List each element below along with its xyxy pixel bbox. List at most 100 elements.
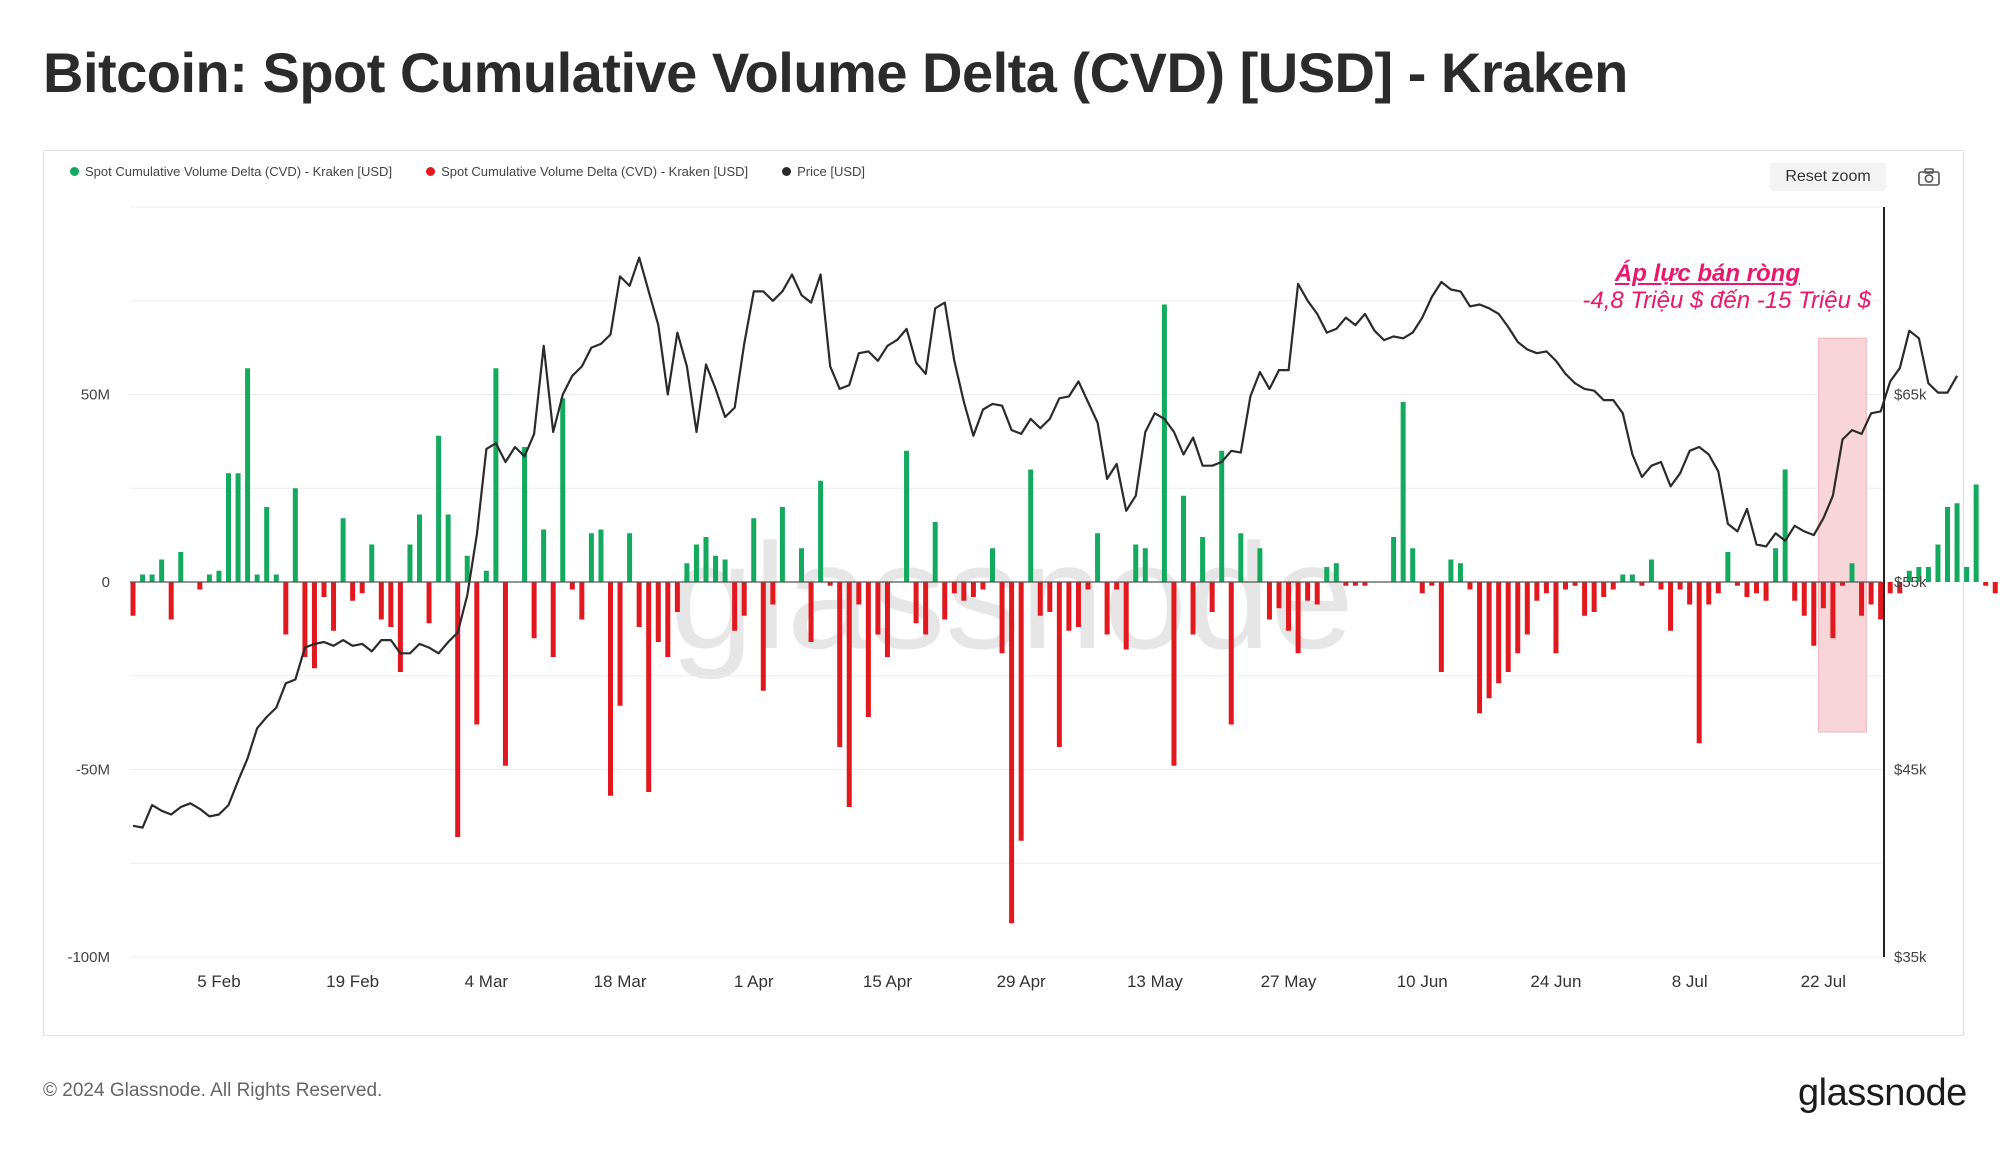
annotation-title: Áp lực bán ròng <box>1614 260 1800 287</box>
cvd-bar-negative <box>1610 582 1616 590</box>
cvd-bar-negative <box>1668 582 1674 631</box>
legend-label: Spot Cumulative Volume Delta (CVD) - Kra… <box>85 164 393 179</box>
cvd-bar-negative <box>569 582 575 590</box>
chart-frame <box>43 150 1964 1036</box>
cvd-bar-negative <box>1887 582 1893 594</box>
cvd-bar-positive <box>1095 533 1101 582</box>
cvd-bar-negative <box>130 582 136 616</box>
cvd-bar-negative <box>1534 582 1540 601</box>
camera-icon[interactable] <box>1918 168 1940 186</box>
cvd-bar-positive <box>693 544 699 582</box>
cvd-bar-positive <box>1324 567 1330 582</box>
cvd-bar-negative <box>1314 582 1320 605</box>
cvd-bar-negative <box>827 582 833 586</box>
cvd-bar-negative <box>321 582 327 597</box>
cvd-bar-negative <box>331 582 337 631</box>
cvd-bar-negative <box>311 582 317 669</box>
cvd-bar-positive <box>264 507 270 582</box>
cvd-bar-negative <box>197 582 203 590</box>
cvd-bar-negative <box>1419 582 1425 594</box>
cvd-bar-negative <box>1658 582 1664 590</box>
cvd-bar-negative <box>875 582 881 635</box>
annotation-range: -4,8 Triệu $ đến -15 Triệu $ <box>1582 287 1871 314</box>
cvd-bar-negative <box>1744 582 1750 597</box>
cvd-bar-positive <box>703 537 709 582</box>
cvd-bar-positive <box>292 488 298 582</box>
cvd-bar-positive <box>1916 567 1922 582</box>
legend-dot-black <box>782 167 792 176</box>
cvd-bar-negative <box>1056 582 1062 747</box>
cvd-bar-negative <box>426 582 432 624</box>
cvd-bar-positive <box>1773 548 1779 582</box>
cvd-bar-negative <box>1171 582 1177 766</box>
cvd-bar-negative <box>732 582 738 631</box>
cvd-bar-negative <box>980 582 986 590</box>
cvd-bar-negative <box>1266 582 1272 620</box>
cvd-bar-positive <box>340 518 346 582</box>
cvd-bar-positive <box>1648 559 1654 582</box>
cvd-bar-positive <box>1935 544 1941 582</box>
cvd-bar-negative <box>1763 582 1769 601</box>
reset-zoom-button[interactable]: Reset zoom <box>1770 163 1886 191</box>
cvd-bar-positive <box>1945 507 1950 582</box>
cvd-bars <box>130 304 1998 924</box>
cvd-bar-positive <box>464 555 470 582</box>
cvd-bar-negative <box>1496 582 1502 684</box>
cvd-bar-negative <box>1209 582 1215 612</box>
x-tick-label: 13 May <box>1127 972 1183 991</box>
legend-item-cvd-positive[interactable]: Spot Cumulative Volume Delta (CVD) - Kra… <box>70 164 392 179</box>
cvd-bar-negative <box>1343 582 1349 586</box>
cvd-bar-negative <box>1582 582 1588 616</box>
cvd-bar-positive <box>273 574 279 582</box>
cvd-bar-positive <box>226 473 231 582</box>
cvd-bar-negative <box>1505 582 1511 672</box>
cvd-bar-negative <box>550 582 556 657</box>
cvd-bar-negative <box>655 582 661 642</box>
cvd-bar-negative <box>1897 582 1903 594</box>
cvd-bar-positive <box>140 574 146 582</box>
cvd-bar-negative <box>1429 582 1435 586</box>
cvd-bar-negative <box>1706 582 1712 605</box>
cvd-bar-positive <box>1448 559 1454 582</box>
cvd-bar-negative <box>1228 582 1234 725</box>
cvd-bar-negative <box>1438 582 1444 672</box>
cvd-bar-positive <box>799 548 804 582</box>
cvd-bar-negative <box>1477 582 1483 714</box>
legend-item-cvd-negative[interactable]: Spot Cumulative Volume Delta (CVD) - Kra… <box>426 164 748 179</box>
cvd-bar-negative <box>1352 582 1358 586</box>
cvd-bar-positive <box>932 522 938 582</box>
cvd-bar-positive <box>779 507 785 582</box>
cvd-bar-positive <box>713 555 719 582</box>
cvd-bar-positive <box>235 473 241 582</box>
cvd-bar-negative <box>741 582 747 616</box>
x-tick-label: 19 Feb <box>326 972 379 991</box>
cvd-bar-negative <box>397 582 403 672</box>
cvd-bar-negative <box>1820 582 1826 609</box>
cvd-bar-negative <box>1104 582 1110 635</box>
cvd-bar-positive <box>1028 469 1034 582</box>
y-right-tick-label: $45k <box>1894 762 1927 779</box>
cvd-bar-positive <box>417 514 422 582</box>
cvd-bar-negative <box>1601 582 1607 597</box>
cvd-bar-negative <box>1009 582 1015 924</box>
price-series <box>132 256 1959 829</box>
cvd-bar-negative <box>1305 582 1311 601</box>
cvd-bar-positive <box>1257 548 1263 582</box>
legend-label: Spot Cumulative Volume Delta (CVD) - Kra… <box>441 164 749 179</box>
highlight-group <box>1818 337 1867 733</box>
legend-item-price[interactable]: Price [USD] <box>782 164 865 179</box>
legend-dot-green <box>70 167 79 176</box>
cvd-bar-positive <box>1725 552 1731 582</box>
cvd-bar-negative <box>1572 582 1578 586</box>
cvd-bar-positive <box>1629 574 1635 582</box>
x-tick-label: 10 Jun <box>1397 972 1448 991</box>
cvd-bar-positive <box>1906 570 1912 582</box>
y-left-tick-label: -50M <box>76 762 110 779</box>
cvd-bar-positive <box>1925 567 1931 582</box>
cvd-bar-negative <box>1515 582 1521 654</box>
cvd-bar-positive <box>722 559 728 582</box>
price-line <box>132 256 1959 829</box>
cvd-bar-positive <box>407 544 413 582</box>
cvd-bar-negative <box>1754 582 1759 594</box>
cvd-bar-negative <box>474 582 480 725</box>
